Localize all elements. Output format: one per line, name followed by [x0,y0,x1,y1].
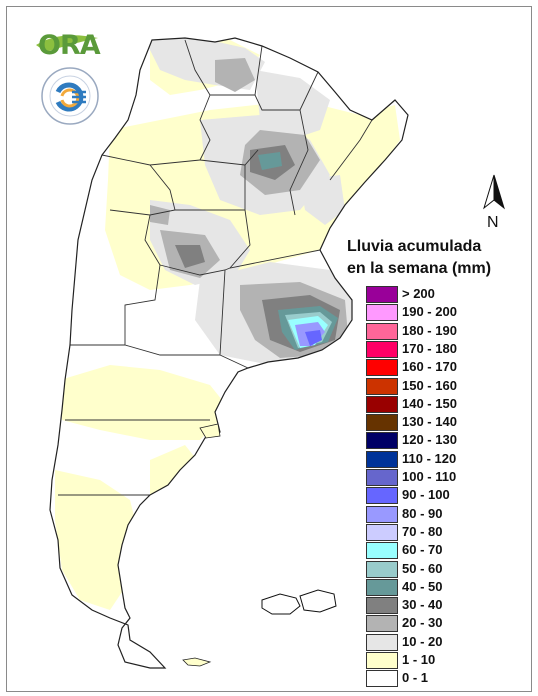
legend-label: 150 - 160 [402,377,457,393]
legend-swatch [366,487,398,505]
legend-swatch [366,377,398,395]
smn-seal-icon [41,67,99,125]
legend-label: 80 - 90 [402,505,443,521]
legend-swatch [366,652,398,669]
legend-swatch [366,469,398,486]
legend-label: 180 - 190 [402,322,457,338]
legend-swatch [366,670,398,688]
legend-swatch [366,615,398,633]
legend-label: 140 - 150 [402,395,457,411]
legend-label: 130 - 140 [402,414,457,430]
legend-swatch [366,542,398,560]
legend-swatch [366,322,398,340]
legend-label: 100 - 110 [402,469,457,484]
legend-label: 90 - 100 [402,487,450,503]
north-arrow-icon [483,174,505,210]
legend-swatch [366,340,398,358]
legend-label: 110 - 120 [402,450,457,466]
legend-swatch [366,450,398,468]
legend-swatch [366,633,398,651]
legend-swatch [366,414,398,432]
legend-title-line1: Lluvia acumulada [347,238,482,255]
legend-swatch [366,359,398,377]
legend-label: 10 - 20 [402,633,443,649]
legend-swatch [366,395,398,413]
legend-swatch [366,304,398,322]
legend-label: 160 - 170 [402,359,457,375]
legend-label: 70 - 80 [402,523,443,539]
legend-label: 20 - 30 [402,615,443,631]
legend-title-line2: en la semana (mm) [347,260,492,277]
legend-label: > 200 [402,286,435,301]
legend-label: 60 - 70 [402,542,443,558]
ora-leaf-icon [36,35,98,52]
legend-label: 1 - 10 [402,652,436,667]
legend-label: 190 - 200 [402,304,457,320]
ora-logo: ORA [38,30,101,61]
legend-label: 50 - 60 [402,560,443,576]
legend-title: Lluvia acumulada en la semana (mm) [347,236,527,280]
legend-label: 40 - 50 [402,578,443,594]
legend-swatch [366,560,398,578]
legend-label: 170 - 180 [402,340,457,356]
legend-label: 120 - 130 [402,432,457,448]
legend-swatch [366,286,398,303]
rainfall-layer [55,38,400,610]
legend-label: 30 - 40 [402,597,443,613]
legend-swatch [366,432,398,450]
legend-swatch [366,505,398,523]
isla-de-los-estados [182,657,212,667]
legend-swatch [366,597,398,615]
malvinas-islands [261,589,337,615]
peninsula-valdes [199,423,221,439]
north-label: N [487,214,499,231]
legend-swatch [366,578,398,596]
legend-label: 0 - 1 [402,670,429,686]
legend-swatch [366,523,398,541]
